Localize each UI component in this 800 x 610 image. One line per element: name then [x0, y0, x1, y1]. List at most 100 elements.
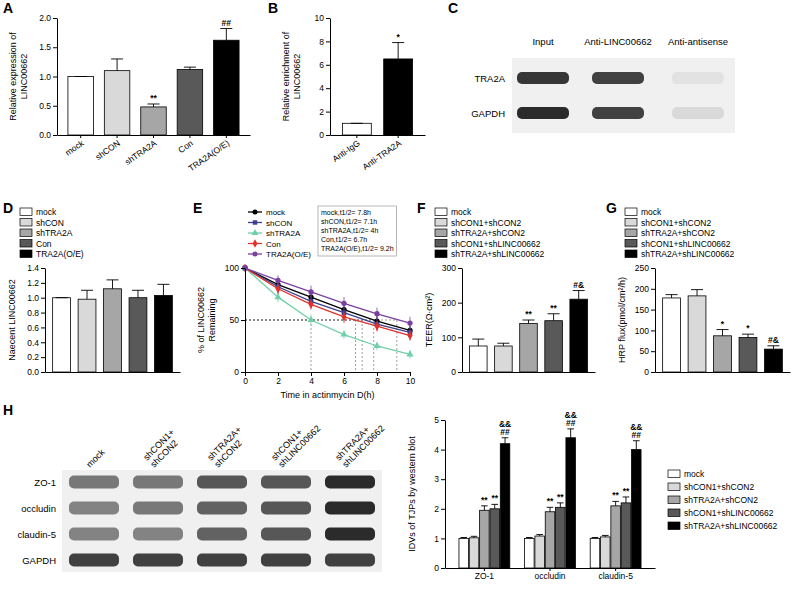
y-axis-tick-label: 200 [635, 284, 649, 294]
legend-marker [252, 229, 259, 235]
series-line [245, 268, 410, 330]
blot-band [133, 502, 183, 515]
x-tick-label: shTRA2A [123, 138, 159, 167]
legend-item: shCON [20, 218, 64, 228]
error-bar [625, 497, 626, 503]
legend: mockshCON1+shCON2shTRA2A+shCON2shCON1+sh… [668, 469, 778, 531]
blot-band [672, 72, 724, 84]
y-axis: 0246810 [315, 13, 331, 140]
point-marker [307, 316, 314, 322]
annotation: ** [547, 496, 554, 506]
legend-swatch [668, 483, 680, 491]
legend-label: mock [36, 207, 57, 217]
bar [459, 538, 469, 568]
y-axis-tick-label: 0 [644, 367, 649, 377]
point-marker [308, 300, 313, 309]
x-axis: ZO-1occludinclaudin-5 [446, 568, 656, 581]
point-marker [374, 311, 379, 316]
y-axis-tick-mark [651, 268, 655, 269]
error-cap [148, 103, 160, 104]
y-axis-tick: 1.0 [27, 293, 45, 303]
legend-item: Con [248, 239, 281, 248]
y-axis-tick-label: 100 [635, 326, 649, 336]
error-cap [691, 289, 703, 290]
legend-label: shTRA2A+shCON2 [684, 495, 758, 505]
y-axis-tick-mark [241, 372, 245, 373]
blot-band [261, 502, 311, 515]
y-axis-tick-label: 4 [319, 83, 324, 93]
blot-band [69, 502, 119, 515]
legend-item: shCON [248, 219, 292, 228]
y-axis-tick-mark [41, 268, 45, 269]
point-marker [341, 313, 346, 322]
bar [663, 298, 681, 372]
y-axis-tick-label: 0 [451, 367, 456, 377]
bar-chart: 050100150200250HRP flux(pmol/cm²/h)**#&m… [617, 207, 791, 377]
error-cap [75, 76, 87, 77]
legend-swatch [435, 229, 447, 237]
error-cap [633, 440, 640, 441]
y-axis: 050100150200250 [635, 263, 656, 377]
half-life-guide [362, 320, 363, 372]
legend-swatch [668, 522, 680, 530]
bar-chart: 0.00.20.40.60.81.01.21.4Naecent LINC0066… [7, 207, 181, 377]
y-axis-tick: 250 [635, 263, 655, 273]
y-axis-tick-label: 6 [319, 60, 324, 70]
blot-membrane [62, 470, 382, 572]
y-axis-tick-label: 0.4 [27, 338, 39, 348]
bar [342, 123, 371, 135]
bar [104, 289, 122, 372]
annotation: ** [612, 490, 619, 500]
y-axis-tick-mark [241, 320, 245, 321]
annotation: ## [222, 18, 232, 28]
x-axis: 0246810 [243, 372, 415, 386]
legend-item: shCON1+shCON2 [668, 482, 754, 492]
text-box-line: TRA2A(O/E),t1/2= 9.2h [321, 245, 394, 253]
blot-band [133, 554, 183, 567]
y-axis-tick-label: 4 [434, 445, 439, 455]
blot-column-text: mock [84, 447, 107, 470]
x-axis-line [246, 372, 411, 373]
legend-label: shTRA2A+shLINC00662 [451, 249, 545, 259]
bar [480, 510, 490, 568]
bar [590, 538, 600, 568]
x-axis-tick: 0 [243, 372, 248, 386]
text-box-frame [318, 206, 397, 256]
blot-band [69, 476, 119, 489]
x-tick-label: claudin-5 [598, 571, 633, 581]
legend-item: mock [625, 207, 662, 217]
annotation: && [565, 410, 577, 420]
y-axis-tick: 2 [319, 107, 330, 117]
legend-item: shCON1+shCON2 [625, 218, 711, 228]
legend-label: shTRA2A [266, 229, 301, 238]
y-axis-tick-label: 2 [319, 107, 324, 117]
y-axis-tick-label: 2 [434, 504, 439, 514]
y-axis-tick-label: 0.0 [27, 367, 39, 377]
x-tick: Anti-IgG [330, 135, 361, 164]
y-axis-tick-label: 0.5 [39, 101, 51, 111]
annotation: * [721, 319, 725, 329]
error-bar [578, 291, 579, 300]
y-axis-tick: 0.6 [27, 323, 45, 333]
y-axis-tick-mark [458, 303, 462, 304]
x-tick-label: Con [176, 138, 195, 155]
plot-area [241, 264, 413, 372]
y-axis-tick-mark [326, 41, 330, 42]
blot-row-label: occludin [21, 503, 56, 514]
bar [535, 536, 545, 568]
bar [714, 336, 732, 372]
series-line [245, 268, 410, 336]
bar [545, 321, 563, 372]
point-marker [407, 320, 412, 325]
legend-swatch [20, 219, 32, 227]
bar [53, 298, 71, 372]
x-tick: claudin-5 [598, 568, 633, 581]
y-axis-tick-label: 5 [434, 415, 439, 425]
blot-band [325, 476, 375, 489]
x-axis-line [656, 372, 791, 373]
half-life-guide [373, 320, 374, 372]
legend-item: shTRA2A+shCON2 [435, 228, 525, 238]
bar-chart: 012345ZO-1occludinclaudin-5IDVs of TJPs … [407, 410, 778, 581]
bar [621, 503, 631, 568]
y-axis-title: LINC00662 [19, 54, 29, 100]
